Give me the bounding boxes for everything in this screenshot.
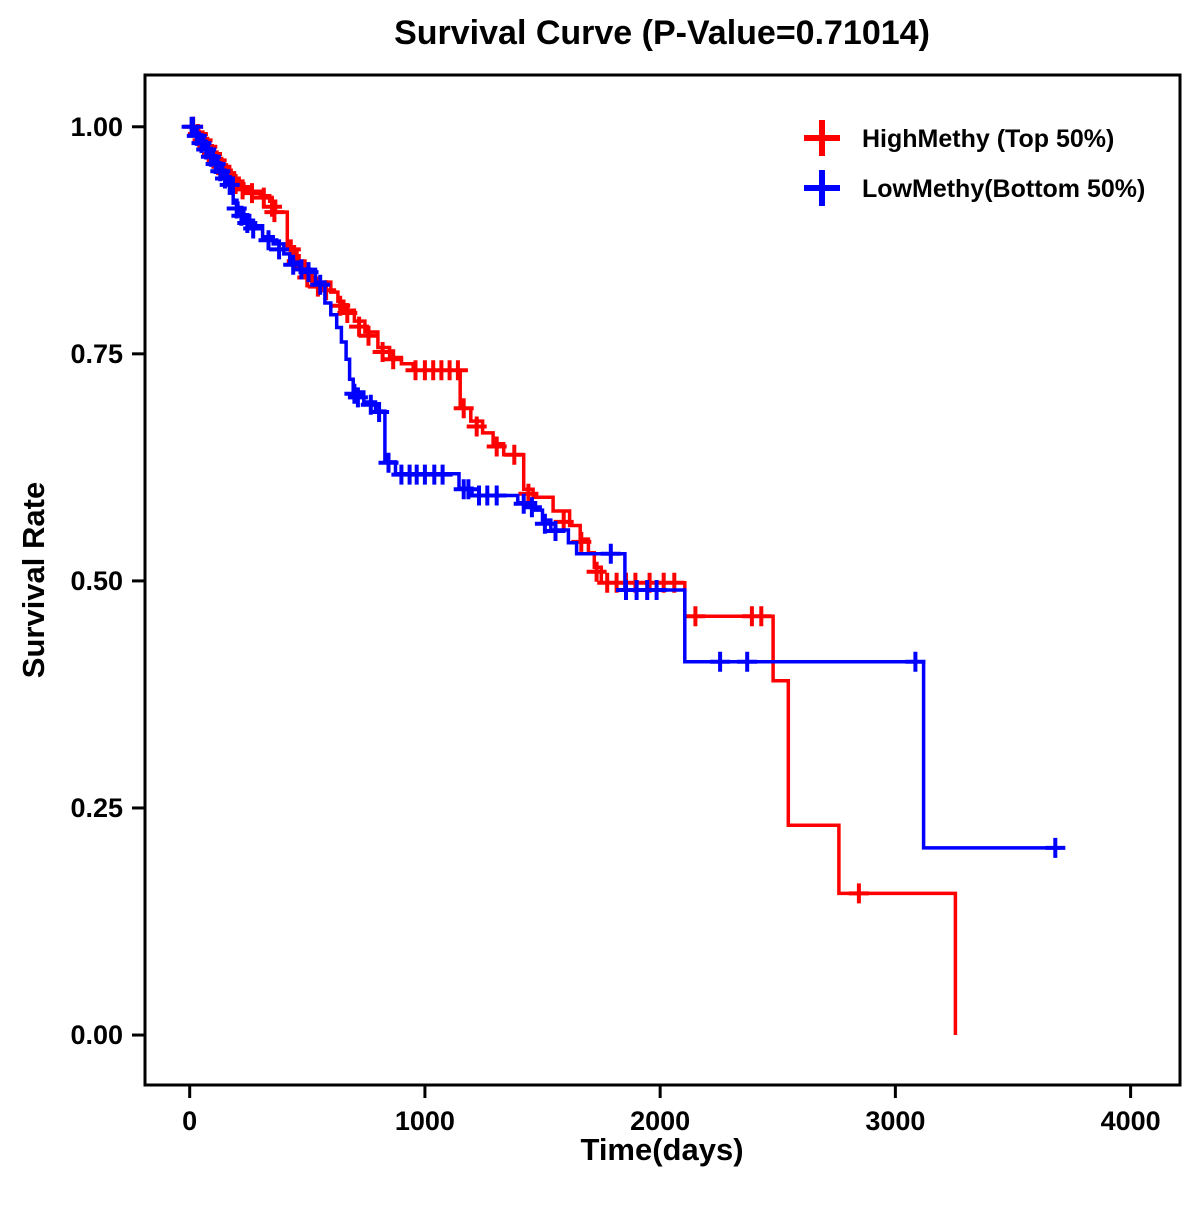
legend-label-highmethy: HighMethy (Top 50%) <box>862 125 1114 153</box>
legend-marker-lowmethy-plus-icon <box>804 170 840 206</box>
y-axis-title: Survival Rate <box>16 482 51 678</box>
y-tick-label: 0.25 <box>70 793 123 823</box>
x-tick-label: 0 <box>182 1106 197 1136</box>
legend-marker-highmethy-plus-icon <box>804 120 840 156</box>
x-tick-label: 1000 <box>395 1106 455 1136</box>
legend-entry-highmethy: HighMethy (Top 50%) <box>804 120 1114 156</box>
axis-ticks: 0 1000 2000 3000 4000 0.00 0.25 0.50 0.75 1.00 <box>70 112 1160 1136</box>
y-tick-label: 0.50 <box>70 566 123 596</box>
x-tick-label: 3000 <box>865 1106 925 1136</box>
legend-label-lowmethy: LowMethy(Bottom 50%) <box>862 175 1145 203</box>
survival-curve-lowmethy <box>189 125 1060 850</box>
y-tick-label: 0.00 <box>70 1020 123 1050</box>
x-tick-label: 4000 <box>1101 1106 1161 1136</box>
series-layer <box>181 116 1066 1035</box>
chart-title: Survival Curve (P-Value=0.71014) <box>394 14 930 52</box>
y-tick-label: 1.00 <box>70 112 123 142</box>
x-tick-label: 2000 <box>630 1106 690 1136</box>
y-tick-label: 0.75 <box>70 339 123 369</box>
censor-marks-lowmethy <box>181 116 1066 858</box>
x-axis-title: Time(days) <box>580 1132 743 1167</box>
legend-entry-lowmethy: LowMethy(Bottom 50%) <box>804 170 1145 206</box>
legend: HighMethy (Top 50%) LowMethy(Bottom 50%) <box>804 120 1145 206</box>
plot-panel <box>143 73 1182 1087</box>
